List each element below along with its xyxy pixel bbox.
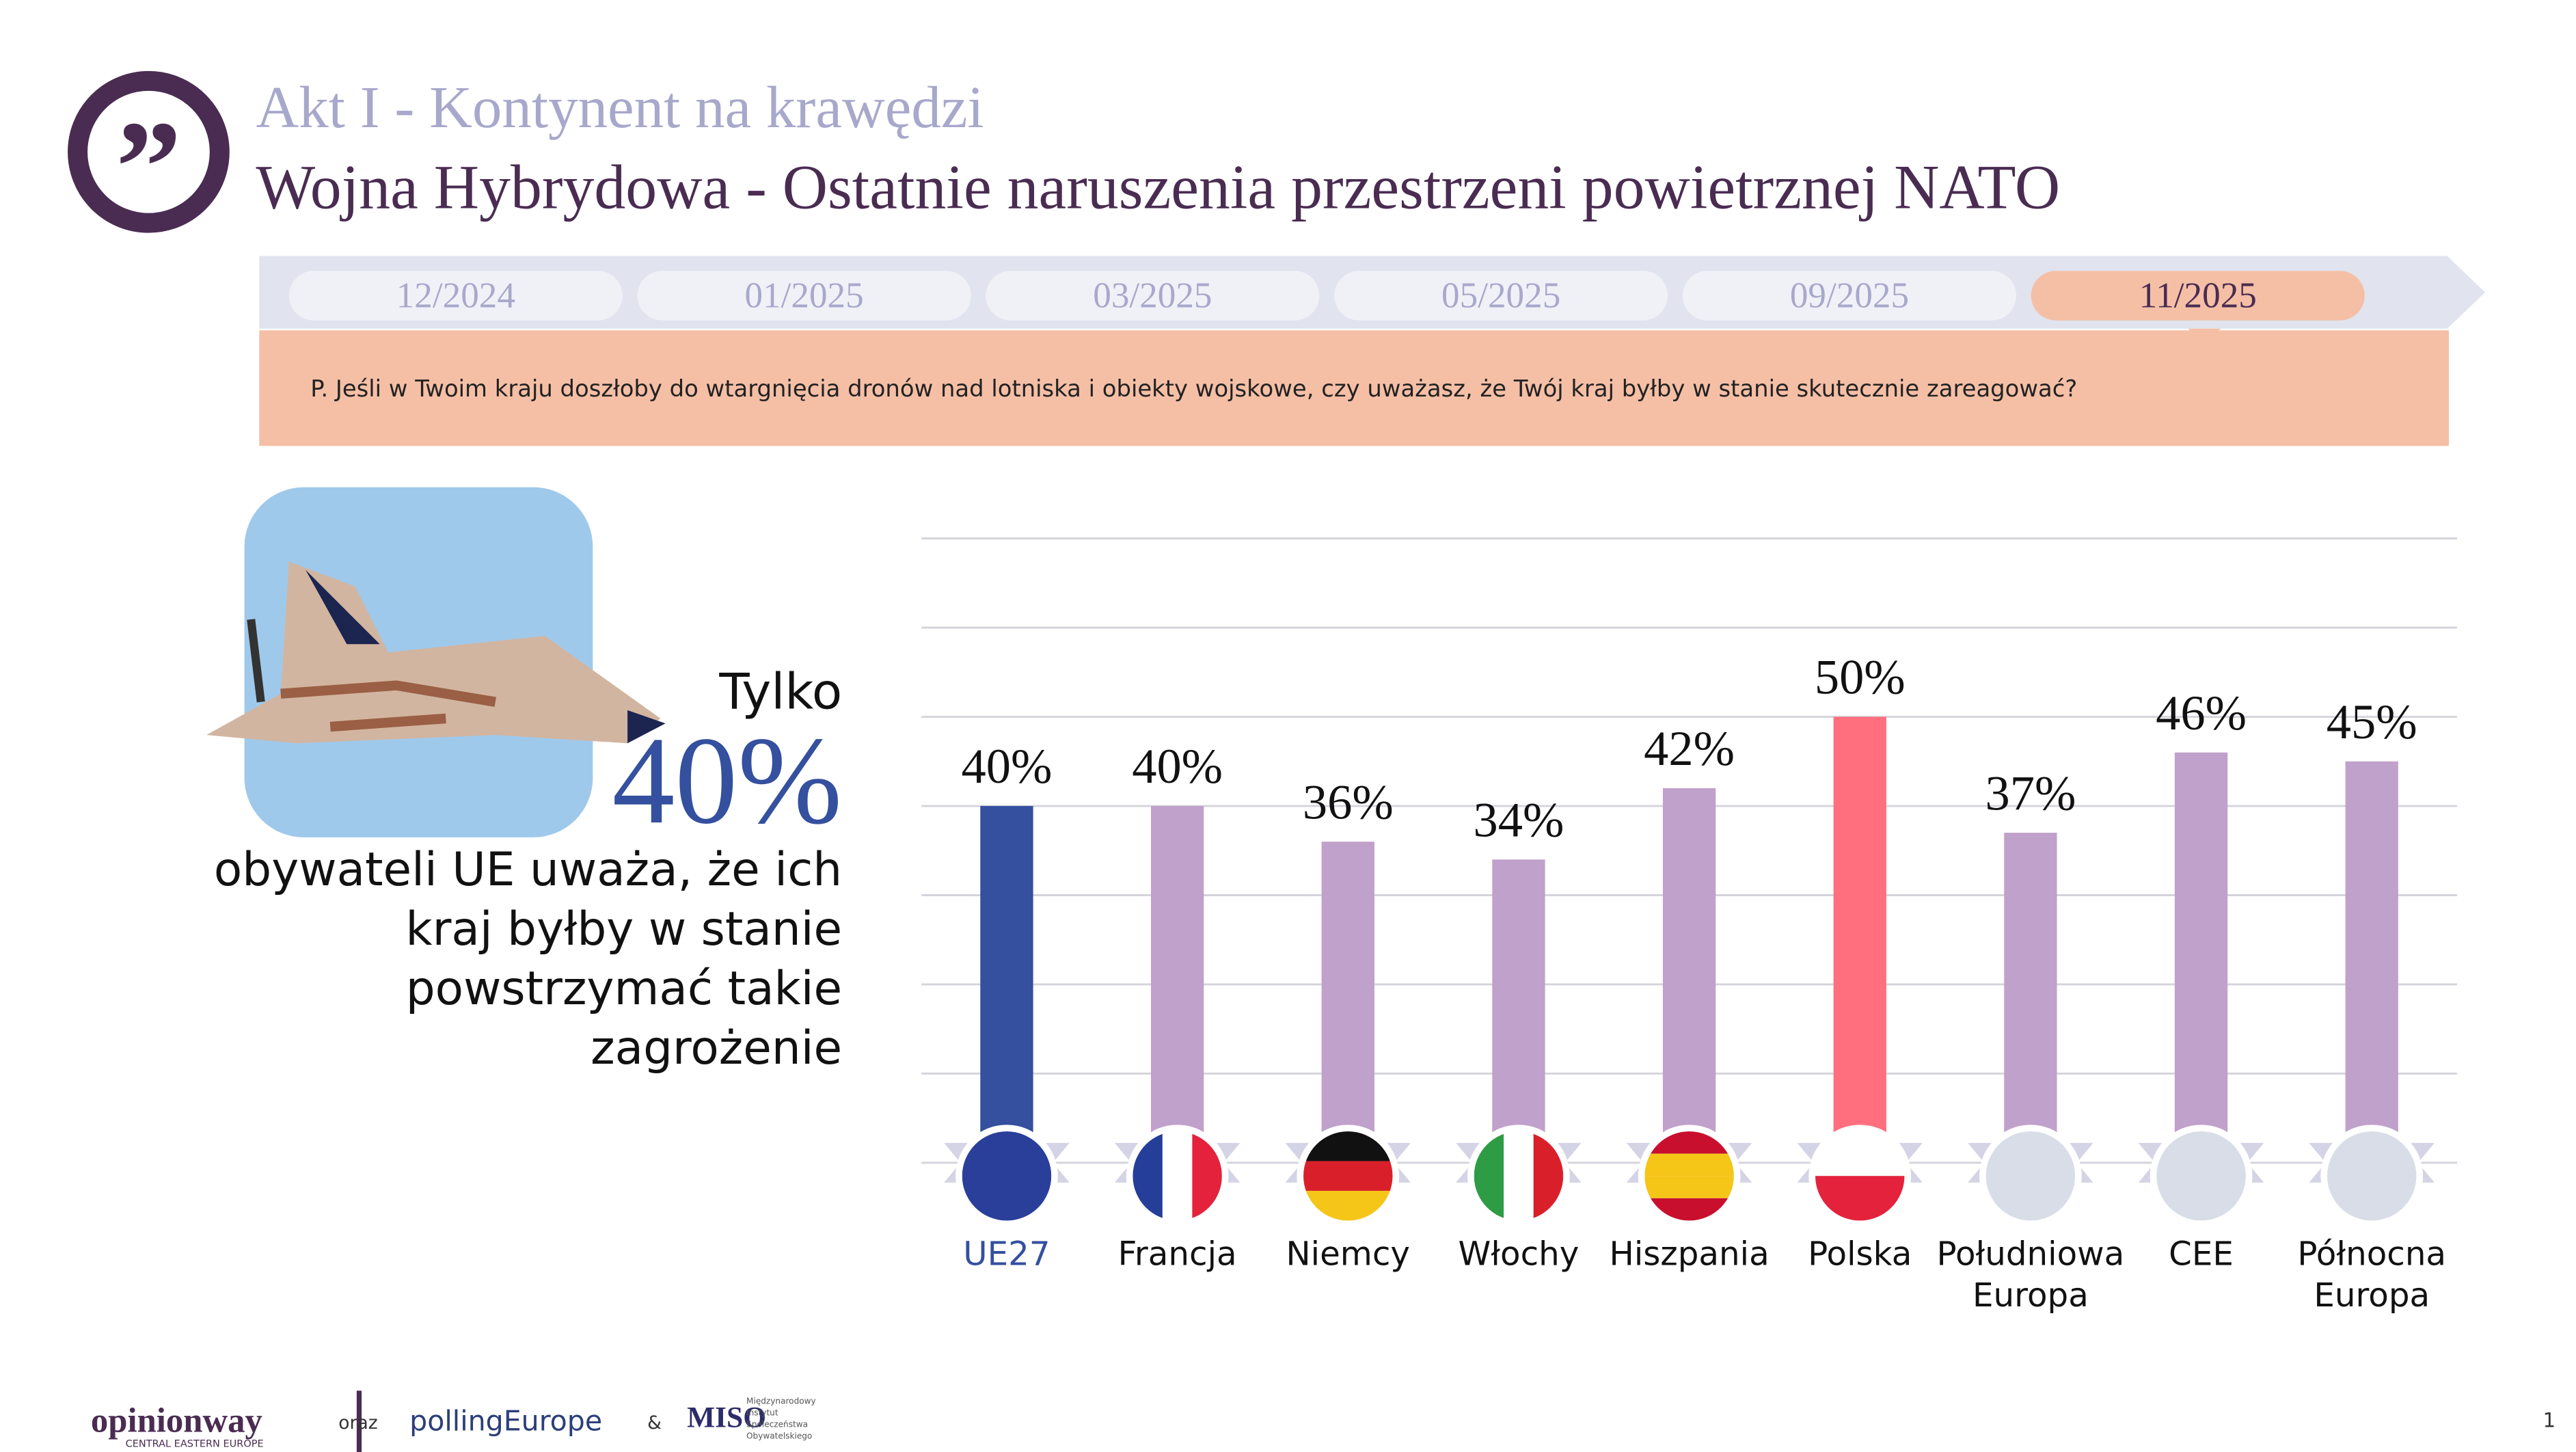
divider: [356, 1390, 362, 1452]
callout: Tylko 40% obywateli UE uważa, że ich kra…: [198, 664, 842, 1078]
callout-lead: Tylko: [719, 664, 843, 722]
bar: [1150, 806, 1204, 1163]
callout-figure: 40%: [612, 712, 843, 851]
value-label: 37%: [1985, 765, 2076, 820]
flag: [2156, 1131, 2246, 1221]
bar: [2004, 833, 2057, 1163]
bar: [2345, 761, 2398, 1163]
drone-illustration: [206, 561, 666, 744]
question: P. Jeśli w Twoim kraju doszłoby do wtarg…: [310, 376, 2078, 403]
quote-mark: ”: [116, 94, 182, 240]
x-tick-label: CEE: [2169, 1235, 2234, 1274]
flag: [1644, 1131, 1734, 1221]
page-number: 1: [2543, 1408, 2556, 1432]
flag-stripe: [1644, 1176, 1734, 1198]
flag: [1815, 1131, 1905, 1221]
bar: [980, 806, 1033, 1163]
callout-text: obywateli UE uważa, że ich kraj byłby w …: [213, 842, 843, 1075]
timeline-pill: 05/2025: [1334, 271, 1668, 321]
bar: [1492, 859, 1545, 1163]
title: Akt I - Kontynent na krawędzi: [256, 74, 984, 141]
bar: [2174, 752, 2228, 1163]
x-tick-label: Francja: [1118, 1235, 1237, 1274]
value-label: 50%: [1815, 649, 1906, 705]
miso-full: Międzynarodowy Instytut Społeczeństwa Ob…: [746, 1397, 816, 1442]
flag-stripe: [962, 1131, 1052, 1221]
flag: [1474, 1131, 1564, 1221]
flag: [1303, 1131, 1393, 1221]
flag-stripe: [1644, 1153, 1734, 1177]
flag-stripe: [1162, 1131, 1193, 1221]
quote-icon: [68, 70, 230, 233]
x-tick-label: Włochy: [1459, 1235, 1580, 1274]
flag-stripe: [2156, 1131, 2246, 1221]
and-2: &: [647, 1412, 662, 1434]
brand: opinionway: [90, 1400, 262, 1440]
flag: [2327, 1131, 2417, 1221]
value-label: 36%: [1303, 774, 1394, 829]
value-label: 45%: [2327, 694, 2417, 749]
miso: MISO: [687, 1400, 767, 1434]
x-tick-label: UE27: [963, 1235, 1050, 1274]
brand-sub: CENTRAL EASTERN EUROPE: [125, 1438, 264, 1451]
x-tick-label: Hiszpania: [1609, 1235, 1769, 1274]
value-label: 40%: [1132, 738, 1223, 794]
bar: [1321, 842, 1374, 1163]
flag-stripe: [1985, 1131, 2076, 1221]
timeline-pill: 09/2025: [1682, 271, 2016, 321]
flag-stripe: [1504, 1131, 1534, 1221]
timeline-pill: 01/2025: [637, 271, 971, 321]
partner: pollingEurope: [409, 1406, 603, 1439]
flag: [962, 1131, 1052, 1221]
x-tick-label: Południowa Europa: [1937, 1235, 2125, 1315]
timeline-pill: 03/2025: [986, 271, 1320, 321]
x-tick-label: Niemcy: [1286, 1235, 1411, 1274]
value-label: 42%: [1644, 721, 1735, 776]
subtitle: Wojna Hybrydowa - Ostatnie naruszenia pr…: [256, 153, 2061, 224]
x-tick-label: Polska: [1808, 1235, 1912, 1274]
value-label: 40%: [962, 738, 1053, 794]
timeline-pill: 11/2025: [2031, 271, 2365, 321]
bar: [1662, 788, 1716, 1163]
value-label: 46%: [2156, 685, 2247, 740]
x-tick-label: Północna Europa: [2297, 1235, 2446, 1315]
flag: [1985, 1131, 2076, 1221]
question-box: [259, 330, 2449, 446]
and-1: oraz: [338, 1412, 378, 1434]
timeline-pill: 12/2024: [288, 271, 623, 321]
flag-stripe: [1303, 1161, 1393, 1191]
bar: [1833, 716, 1886, 1163]
flag-stripe: [2327, 1131, 2417, 1221]
flag: [1133, 1131, 1222, 1221]
value-label: 34%: [1474, 792, 1564, 847]
timeline: 12/2024 01/2025 03/2025 05/2025 09/2025 11/20…: [288, 271, 2386, 321]
